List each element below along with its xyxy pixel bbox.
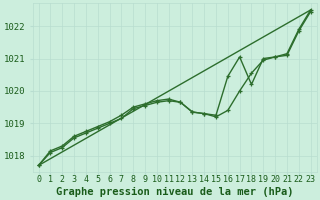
X-axis label: Graphe pression niveau de la mer (hPa): Graphe pression niveau de la mer (hPa): [56, 186, 293, 197]
